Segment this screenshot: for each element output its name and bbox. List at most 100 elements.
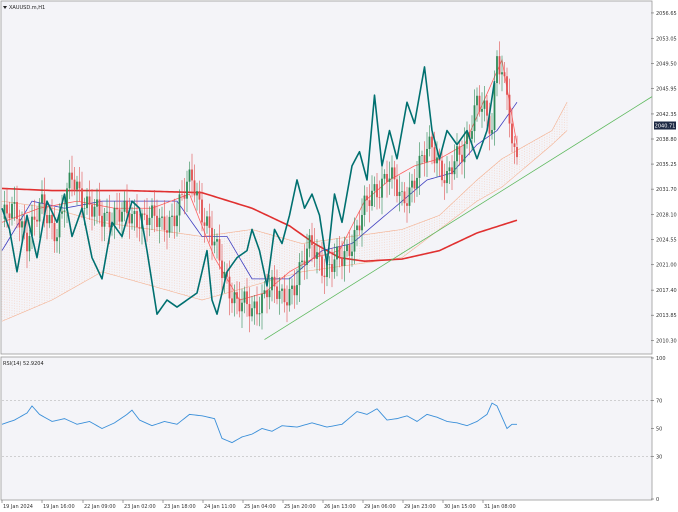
price-axis: 2056.65 2053.05 2049.50 2045.95 2042.35 2038.… xyxy=(651,11,677,344)
candle-body xyxy=(208,216,211,228)
candle-body xyxy=(136,211,138,228)
candle-body xyxy=(221,260,223,279)
candle-body xyxy=(91,204,93,217)
candle-body xyxy=(391,167,393,179)
candle-body xyxy=(506,76,508,95)
candle-body xyxy=(423,155,426,163)
candle-body xyxy=(383,173,386,179)
rsi-tick-label: 70 xyxy=(656,398,662,404)
candle-body xyxy=(453,161,456,175)
moving-average-line xyxy=(1,187,518,262)
candle-body xyxy=(266,290,268,298)
price-tick-label: 2024.55 xyxy=(656,238,677,244)
candle-body xyxy=(283,288,286,303)
candle-body xyxy=(11,203,13,219)
candle-body xyxy=(448,167,451,172)
candle-body xyxy=(351,251,353,257)
candle-body xyxy=(148,217,151,225)
candle-body xyxy=(123,200,126,212)
candle-body xyxy=(93,206,96,217)
candle-body xyxy=(398,191,401,197)
candle-body xyxy=(128,213,131,224)
candle-body xyxy=(246,291,248,305)
candle-body xyxy=(378,197,381,198)
candle-body xyxy=(358,225,361,231)
current-price-box: 2040.71 xyxy=(654,121,676,130)
candle-body xyxy=(101,215,103,227)
candle-body xyxy=(503,72,506,77)
candle-body xyxy=(88,196,91,205)
candle-body xyxy=(71,172,73,180)
candle-body xyxy=(171,215,173,217)
candle-body xyxy=(276,286,278,299)
candle-body xyxy=(96,199,98,207)
candle-body xyxy=(373,184,376,191)
candle-body xyxy=(233,292,236,304)
rsi-path xyxy=(1,402,517,444)
candle-body xyxy=(163,216,166,231)
price-tick-label: 2031.70 xyxy=(656,187,677,193)
candle-body xyxy=(481,108,483,112)
trendline[interactable] xyxy=(264,96,653,340)
symbol-header: XAUUSD.m,H1 xyxy=(3,5,45,11)
candle-body xyxy=(516,146,518,158)
candle-body xyxy=(193,180,196,196)
time-tick-label: 24 Jan 11:00 xyxy=(204,504,236,510)
time-tick-label: 19 Jan 2024 xyxy=(3,504,33,510)
candle-body xyxy=(243,291,246,303)
candle-body xyxy=(223,272,226,279)
dropdown-triangle-icon xyxy=(3,6,7,9)
candle-body xyxy=(298,262,301,286)
candle-body xyxy=(413,180,416,189)
candle-body xyxy=(426,148,428,163)
price-tick-label: 2056.65 xyxy=(656,11,677,17)
rsi-tick-label: 100 xyxy=(656,356,666,362)
time-tick-label: 23 Jan 02:00 xyxy=(124,504,156,510)
candle-body xyxy=(98,199,101,216)
candle-body xyxy=(428,136,431,149)
ma-long-path xyxy=(1,187,518,262)
candle-body xyxy=(416,177,418,189)
candle-body xyxy=(386,173,388,182)
rsi-tick-label: 30 xyxy=(656,455,662,461)
candle-body xyxy=(408,187,411,206)
candle-body xyxy=(211,227,213,246)
candle-body xyxy=(133,211,136,215)
time-tick-label: 30 Jan 15:00 xyxy=(444,504,476,510)
price-tick-label: 2021.00 xyxy=(656,263,677,269)
current-price-label: 2040.71 xyxy=(655,124,676,130)
candle-body xyxy=(471,131,473,139)
candle-body xyxy=(73,179,76,190)
candle-body xyxy=(361,214,363,231)
candle-body xyxy=(356,225,358,231)
candle-body xyxy=(231,298,233,304)
candle-body xyxy=(146,214,148,225)
candle-body xyxy=(316,252,318,259)
candle-body xyxy=(118,209,121,222)
candle-body xyxy=(158,217,161,227)
candle-body xyxy=(466,132,468,145)
candle-body xyxy=(363,195,366,215)
candle-body xyxy=(368,200,371,207)
candle-body xyxy=(281,288,283,291)
price-tick-label: 2042.35 xyxy=(656,112,677,118)
candle-body xyxy=(511,123,513,144)
candle-body xyxy=(328,264,331,265)
trendline-segment[interactable] xyxy=(264,96,653,340)
candle-body xyxy=(16,202,18,219)
current-price-marker xyxy=(654,121,676,130)
candle-body xyxy=(461,154,463,163)
candle-body xyxy=(286,302,288,306)
candle-body xyxy=(326,264,328,278)
rsi-axis: 100 70 50 30 0 xyxy=(651,356,666,503)
candle-body xyxy=(441,160,443,181)
time-tick-label: 25 Jan 04:00 xyxy=(244,504,276,510)
candle-body xyxy=(13,202,16,204)
candle-body xyxy=(263,290,266,295)
candle-body xyxy=(291,285,293,289)
time-tick-label: 26 Jan 13:00 xyxy=(324,504,356,510)
candle-body xyxy=(41,194,43,204)
candle-body xyxy=(241,302,243,312)
candle-body xyxy=(108,211,111,228)
